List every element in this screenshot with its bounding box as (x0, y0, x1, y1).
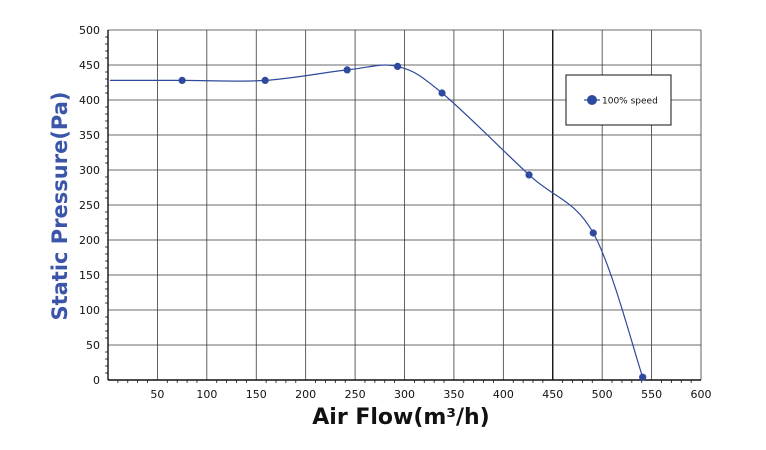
y-tick-label: 250 (79, 199, 100, 212)
series-layer (109, 62, 647, 381)
data-point (261, 76, 269, 84)
x-tick-label: 100 (196, 388, 217, 401)
x-tick-label: 550 (641, 388, 662, 401)
grid (105, 29, 702, 383)
x-tick-label: 400 (493, 388, 514, 401)
y-tick-label: 350 (79, 129, 100, 142)
x-tick-label: 450 (542, 388, 563, 401)
x-tick-label: 50 (150, 388, 164, 401)
y-tick-labels: 0 50 100 150 200 250 300 350 400 450 500 (79, 24, 100, 387)
legend: 100% speed (565, 74, 672, 126)
y-axis-label: Static Pressure(Pa) (48, 91, 72, 320)
x-tick-label: 300 (394, 388, 415, 401)
y-tick-label: 200 (79, 234, 100, 247)
data-point (639, 373, 647, 381)
data-point (393, 62, 402, 70)
x-tick-label: 150 (246, 388, 267, 401)
data-point (438, 89, 446, 97)
series-line (109, 64, 644, 378)
x-tick-labels: 50 100 150 200 250 300 350 400 450 500 550 600 (150, 388, 711, 401)
y-tick-label: 50 (86, 339, 100, 352)
data-point (589, 229, 597, 237)
y-tick-label: 400 (79, 94, 100, 107)
x-tick-label: 200 (295, 388, 316, 401)
y-tick-label: 450 (79, 59, 100, 72)
x-tick-label: 350 (443, 388, 464, 401)
y-tick-label: 100 (79, 304, 100, 317)
legend-marker (587, 95, 597, 105)
legend-label: 100% speed (602, 97, 658, 107)
data-point (525, 171, 533, 179)
legend-box (565, 74, 672, 126)
data-point (178, 76, 186, 84)
x-axis-label: Air Flow(m³/h) (312, 405, 489, 430)
y-tick-label: 500 (79, 24, 100, 37)
y-tick-label: 0 (93, 374, 100, 387)
y-tick-label: 150 (79, 269, 100, 282)
x-tick-label: 600 (691, 388, 712, 401)
data-point (343, 66, 351, 74)
x-tick-label: 500 (592, 388, 613, 401)
x-tick-label: 250 (345, 388, 366, 401)
y-tick-label: 300 (79, 164, 100, 177)
